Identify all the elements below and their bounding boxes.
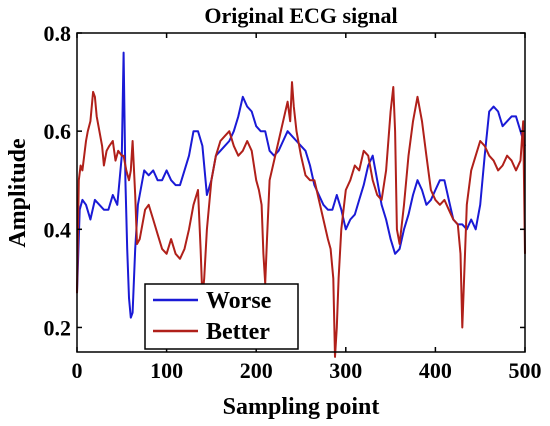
x-tick-label: 0: [72, 358, 83, 383]
x-tick-label: 500: [509, 358, 542, 383]
axis-ticks: 0 100 200 300 400 500 0.2 0.4 0.6 0.8: [44, 21, 542, 383]
legend: Worse Better: [144, 283, 299, 350]
series-line-worse: [76, 51, 526, 319]
plot-area: [76, 51, 526, 358]
axes-frame: [76, 32, 526, 353]
y-tick-label: 0.2: [44, 315, 72, 340]
legend-box: [144, 283, 299, 350]
y-tick-label: 0.6: [44, 119, 72, 144]
x-tick-label: 200: [240, 358, 273, 383]
y-axis-label: Amplitude: [5, 138, 31, 248]
legend-label-better: Better: [206, 319, 270, 345]
series-line-better: [76, 81, 526, 358]
x-tick-label: 300: [329, 358, 362, 383]
y-tick-label: 0.4: [44, 217, 72, 242]
x-axis-label: Sampling point: [223, 394, 380, 420]
legend-label-worse: Worse: [206, 288, 272, 314]
chart-title: Original ECG signal: [204, 3, 397, 28]
y-tick-label: 0.8: [44, 21, 72, 46]
x-tick-label: 100: [150, 358, 183, 383]
x-tick-label: 400: [419, 358, 452, 383]
